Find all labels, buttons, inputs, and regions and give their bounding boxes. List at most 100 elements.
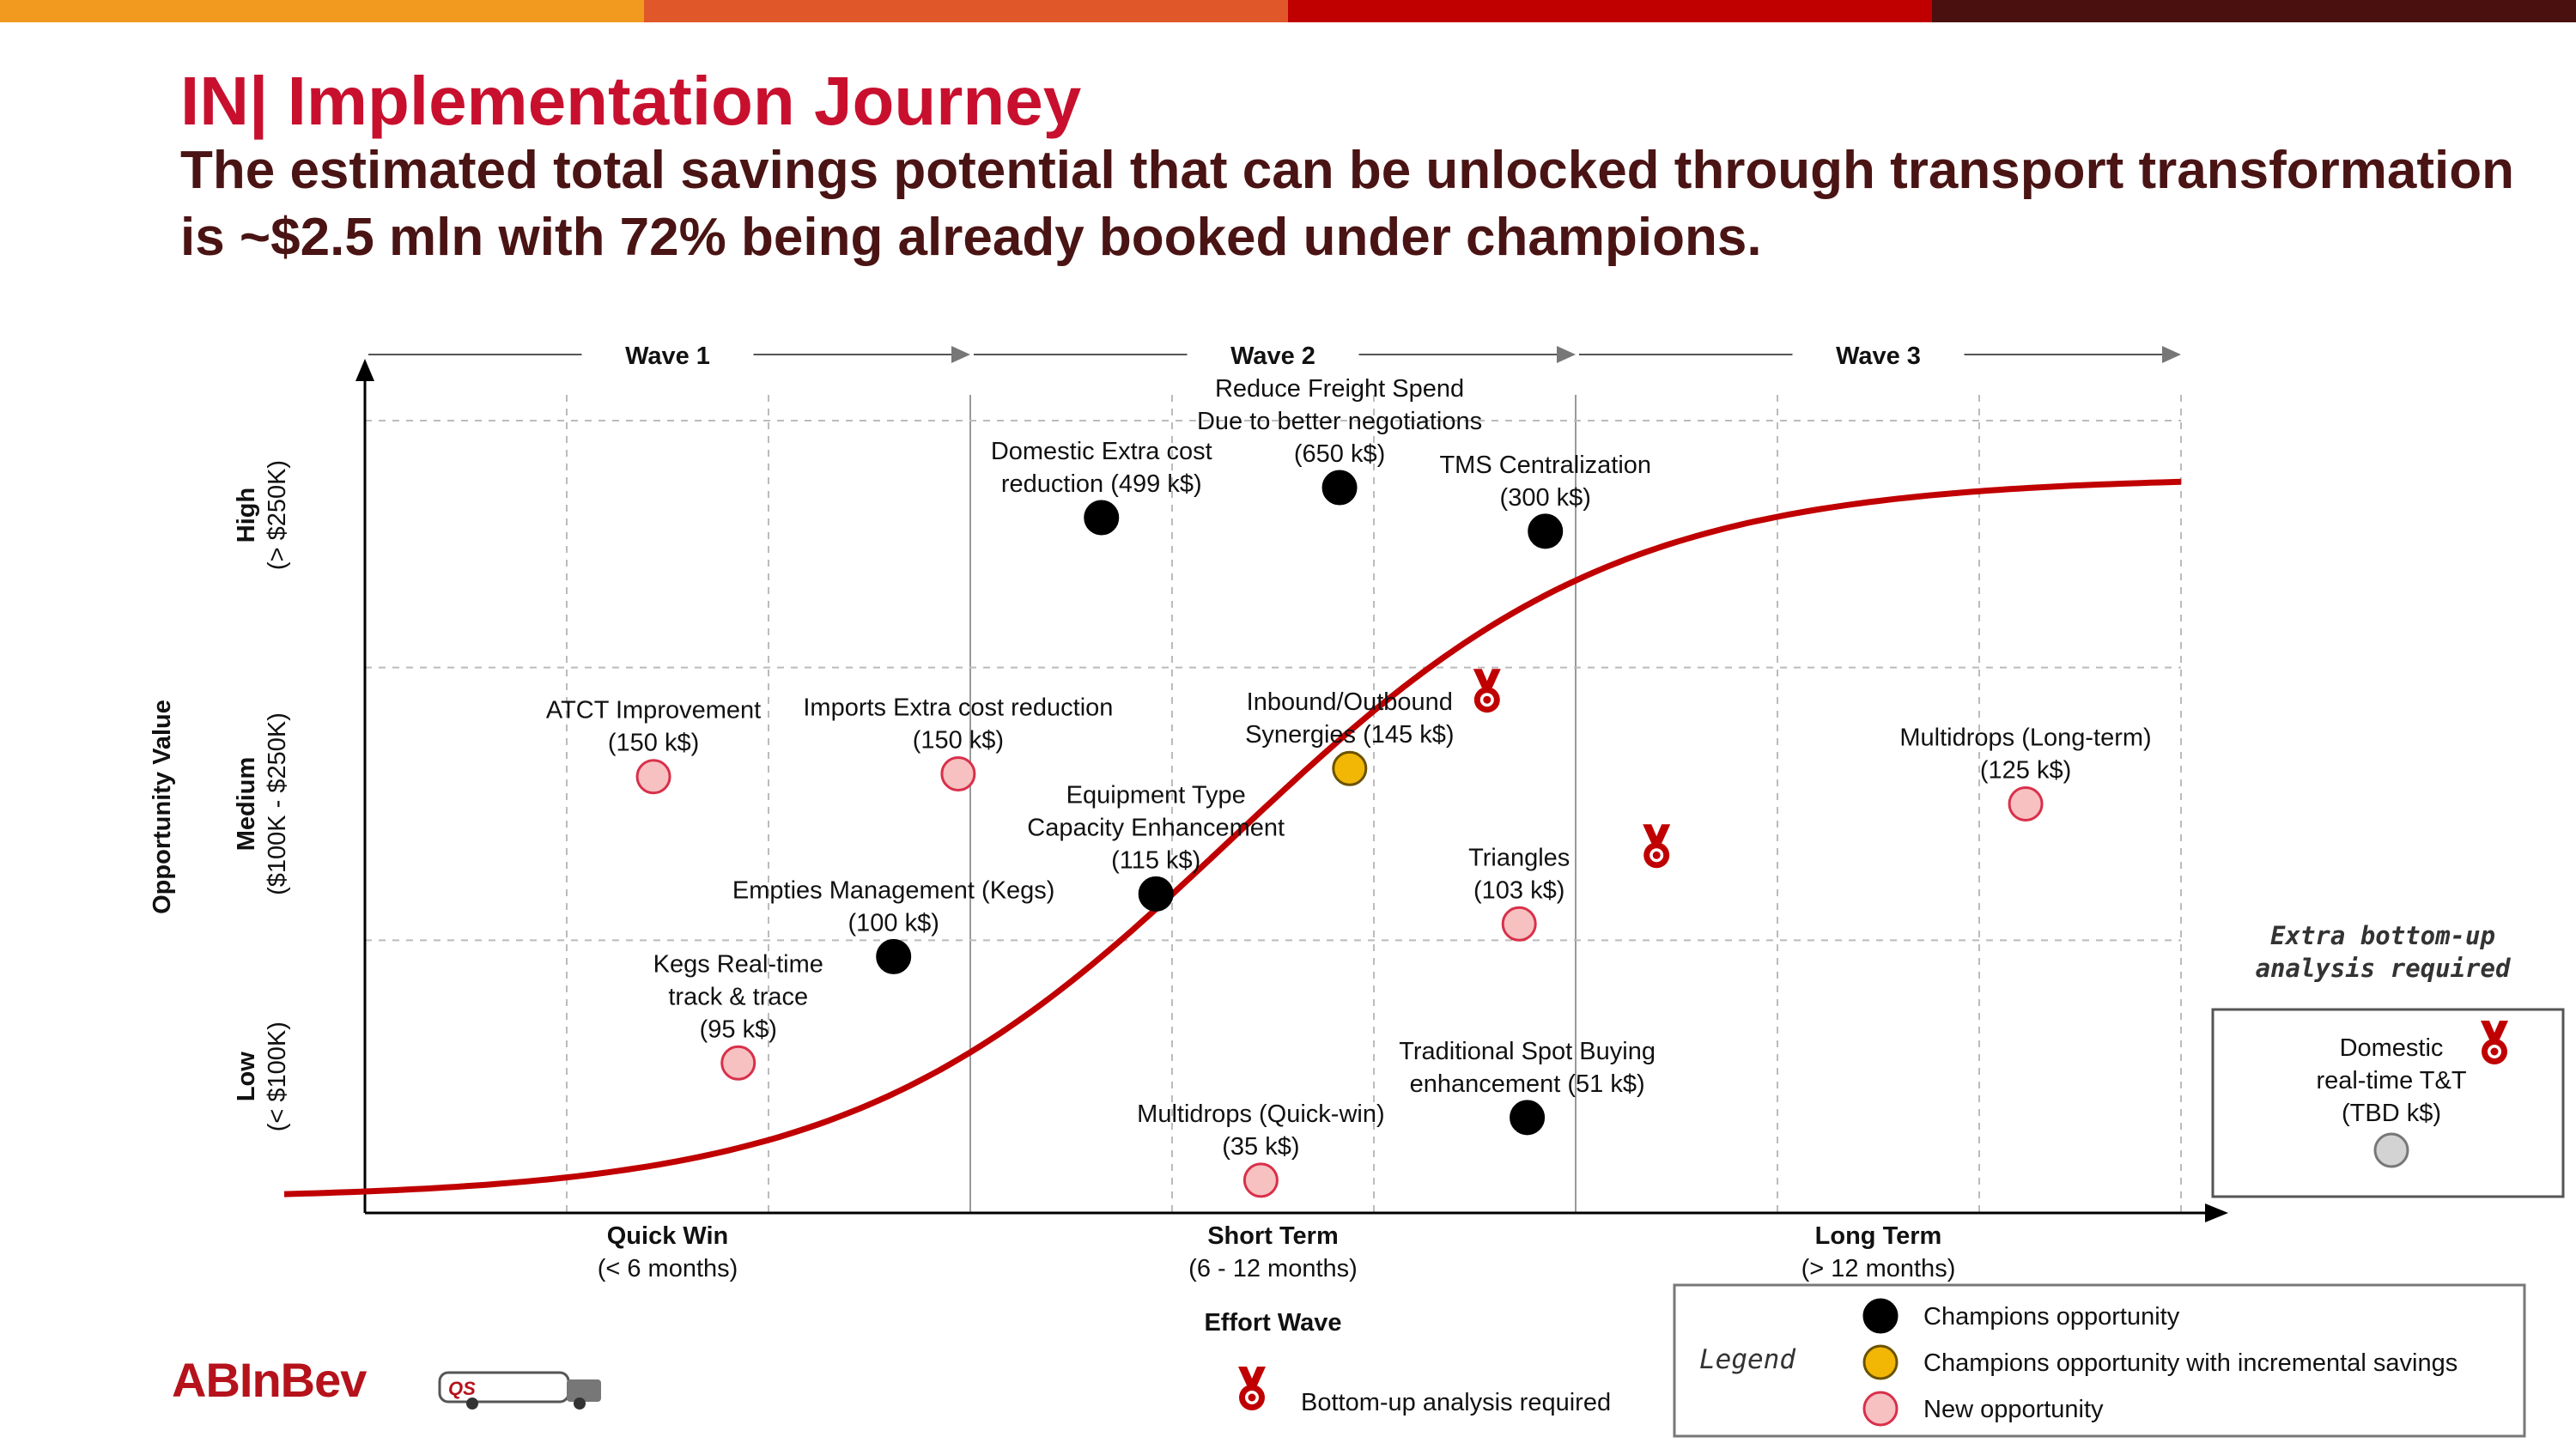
wave-arrow-icon — [951, 346, 970, 363]
medal-core — [1483, 695, 1492, 704]
quicksilver-logo: QS — [438, 1371, 601, 1410]
point-label: (650 k$) — [1294, 440, 1385, 468]
point-label: (115 k$) — [1111, 846, 1200, 874]
point-label: Equipment Type — [1066, 781, 1246, 809]
top-bar-segment-2 — [644, 0, 1288, 22]
legend-marker — [1862, 1344, 1899, 1380]
y-tick-sublabel: ($100K - $250K) — [264, 712, 291, 895]
point-marker — [1501, 906, 1537, 942]
legend-label: Champions opportunity with incremental s… — [1923, 1349, 2458, 1377]
legend-marker — [1862, 1391, 1899, 1427]
side-item-label: Domestic — [2340, 1034, 2444, 1062]
point-marker — [940, 756, 976, 792]
point-label: Capacity Enhancement — [1027, 814, 1285, 841]
point-label: (300 k$) — [1500, 484, 1591, 512]
medal-core — [2490, 1047, 2499, 1056]
y-tick-sublabel: (< $100K) — [264, 1022, 291, 1131]
medal-ribbon — [1643, 824, 1671, 844]
point-marker — [1084, 500, 1120, 536]
y-axis-arrow-icon — [355, 359, 374, 381]
point-marker — [720, 1045, 756, 1081]
side-item-label: real-time T&T — [2316, 1067, 2466, 1094]
wave-label: Wave 3 — [1836, 343, 1921, 370]
legend-medal-label: Bottom-up analysis required — [1301, 1389, 1611, 1416]
point-label: enhancement (51 k$) — [1410, 1070, 1645, 1098]
medal-core — [1248, 1393, 1256, 1402]
wave-label: Wave 1 — [625, 343, 710, 370]
svg-text:QS: QS — [448, 1378, 476, 1399]
point-label: (125 k$) — [1980, 757, 2071, 785]
point-marker — [635, 759, 671, 795]
medal-ribbon — [1238, 1367, 1266, 1385]
point-label: reduction (499 k$) — [1001, 470, 1202, 498]
wave-arrow-icon — [2162, 346, 2181, 363]
x-axis-title: Effort Wave — [1204, 1309, 1341, 1337]
legend-title: Legend — [1699, 1344, 1795, 1375]
point-label: Due to better negotiations — [1197, 408, 1482, 435]
legend-medal-icon — [1238, 1367, 1266, 1410]
point-label: Inbound/Outbound — [1247, 688, 1453, 716]
point-marker — [876, 938, 912, 974]
x-axis-arrow-icon — [2205, 1203, 2228, 1222]
point-marker — [1528, 513, 1564, 549]
growth-curve — [283, 478, 2182, 1197]
medal-ribbon — [1473, 669, 1501, 688]
wave-label: Wave 2 — [1230, 343, 1315, 370]
point-marker — [1242, 1162, 1279, 1198]
y-tick-label: Low — [233, 1052, 260, 1101]
point-label: (103 k$) — [1473, 876, 1564, 904]
point-label: Empties Management (Kegs) — [732, 876, 1055, 904]
point-marker — [1332, 750, 1368, 786]
y-tick-group: High (> $250K) — [233, 460, 291, 570]
legend-label: New opportunity — [1923, 1396, 2104, 1423]
point-label: ATCT Improvement — [546, 697, 761, 724]
x-tick-sublabel: (6 - 12 months) — [1188, 1255, 1358, 1282]
x-tick-label: Quick Win — [607, 1222, 729, 1250]
y-tick-label: Medium — [233, 757, 260, 852]
x-tick-sublabel: (> 12 months) — [1801, 1255, 1956, 1282]
top-bar-segment-3 — [1288, 0, 1932, 22]
abinbev-logo: ABInBev — [172, 1353, 367, 1407]
point-label: Synergies (145 k$) — [1245, 721, 1454, 749]
point-label: Kegs Real-time — [653, 950, 823, 978]
side-medal-icon — [2481, 1021, 2508, 1064]
point-label: Domestic Extra cost — [991, 438, 1212, 465]
bottom-up-medal-icon — [1643, 824, 1671, 869]
point-label: Traditional Spot Buying — [1399, 1038, 1656, 1065]
legend-marker — [1862, 1298, 1899, 1334]
point-label: Multidrops (Quick-win) — [1137, 1100, 1384, 1128]
x-tick-label: Long Term — [1815, 1222, 1942, 1250]
page-title: IN| Implementation Journey — [180, 63, 1082, 139]
point-label: Multidrops (Long-term) — [1899, 724, 2151, 752]
point-label: (100 k$) — [848, 909, 939, 937]
y-tick-group: Low (< $100K) — [233, 1022, 291, 1131]
page-subtitle: The estimated total savings potential th… — [180, 141, 2514, 267]
medal-core — [1652, 851, 1661, 859]
point-marker — [1321, 470, 1358, 506]
point-marker — [1510, 1100, 1546, 1136]
point-label: (150 k$) — [913, 727, 1004, 755]
y-tick-label: High — [233, 488, 260, 543]
top-bar-segment-1 — [0, 0, 644, 22]
point-label: Triangles — [1468, 844, 1570, 871]
point-label: Reduce Freight Spend — [1215, 375, 1464, 403]
top-color-bar — [0, 0, 2576, 22]
point-label: (35 k$) — [1222, 1133, 1299, 1161]
legend-label: Champions opportunity — [1923, 1303, 2180, 1331]
y-tick-group: Medium ($100K - $250K) — [233, 712, 291, 895]
point-marker — [1138, 876, 1174, 912]
point-label: TMS Centralization — [1439, 452, 1651, 479]
legend-box — [1673, 1283, 2526, 1438]
side-note-text: analysis required — [2256, 954, 2512, 983]
point-marker — [2008, 786, 2044, 822]
side-note-text: Extra bottom-up — [2270, 921, 2495, 950]
x-tick-label: Short Term — [1207, 1222, 1339, 1250]
side-item-label: (TBD k$) — [2342, 1100, 2441, 1127]
point-label: Imports Extra cost reduction — [803, 694, 1113, 722]
y-axis-title-group: Opportunity Value — [149, 700, 176, 914]
side-item-marker — [2373, 1132, 2409, 1168]
top-bar-segment-4 — [1932, 0, 2576, 22]
point-label: (150 k$) — [608, 730, 699, 757]
x-tick-sublabel: (< 6 months) — [598, 1255, 738, 1282]
